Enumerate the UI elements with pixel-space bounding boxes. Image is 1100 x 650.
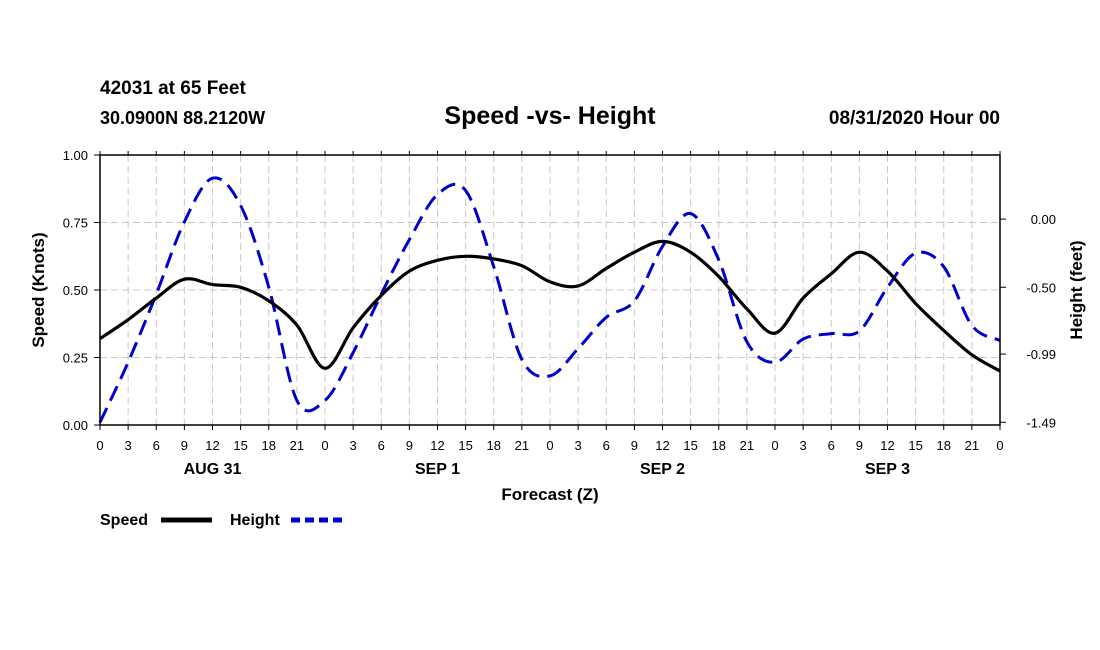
x-tick-label: 0 bbox=[546, 438, 553, 453]
grid bbox=[100, 155, 1000, 425]
height-series-line bbox=[98, 176, 1001, 423]
series-layer bbox=[98, 176, 1001, 423]
y-right-tick-label: -1.49 bbox=[1026, 415, 1056, 430]
day-label: AUG 31 bbox=[184, 461, 242, 478]
x-tick-label: 3 bbox=[125, 438, 132, 453]
x-tick-label: 6 bbox=[828, 438, 835, 453]
chart-title: Speed -vs- Height bbox=[444, 102, 656, 130]
y-right-tick-label: 0.00 bbox=[1031, 212, 1056, 227]
x-tick-label: 12 bbox=[430, 438, 444, 453]
day-label: SEP 1 bbox=[415, 461, 460, 478]
x-tick-label: 18 bbox=[937, 438, 951, 453]
x-tick-label: 15 bbox=[683, 438, 697, 453]
x-tick-label: 0 bbox=[96, 438, 103, 453]
x-tick-label: 6 bbox=[378, 438, 385, 453]
x-tick-label: 18 bbox=[712, 438, 726, 453]
x-tick-label: 0 bbox=[321, 438, 328, 453]
y-axis-right-title: Height (feet) bbox=[1067, 240, 1086, 339]
y-left-tick-label: 0.50 bbox=[63, 283, 88, 298]
x-tick-label: 9 bbox=[856, 438, 863, 453]
axes: 0 3 6 9 12 15 18 21 0 3 6 9 12 15 18 21 0 3 6 9 12 15 18 21 0 3 6 9… bbox=[63, 148, 1056, 478]
y-left-tick-label: 0.75 bbox=[63, 216, 88, 231]
x-tick-label: 12 bbox=[880, 438, 894, 453]
x-tick-label: 15 bbox=[233, 438, 247, 453]
legend-height-label: Height bbox=[230, 512, 280, 529]
x-tick-label: 21 bbox=[965, 438, 979, 453]
x-tick-label: 0 bbox=[771, 438, 778, 453]
x-tick-label: 3 bbox=[800, 438, 807, 453]
x-tick-label: 18 bbox=[262, 438, 276, 453]
y-axis-left-title: Speed (Knots) bbox=[29, 232, 48, 347]
x-axis-title: Forecast (Z) bbox=[501, 485, 598, 504]
station-label: 42031 at 65 Feet bbox=[100, 78, 246, 99]
y-left-tick-label: 0.25 bbox=[63, 351, 88, 366]
y-left-tick-label: 1.00 bbox=[63, 148, 88, 163]
day-label: SEP 2 bbox=[640, 461, 685, 478]
x-tick-label: 3 bbox=[575, 438, 582, 453]
x-tick-label: 21 bbox=[290, 438, 304, 453]
y-left-tick-label: 0.00 bbox=[63, 418, 88, 433]
legend-speed-label: Speed bbox=[100, 512, 148, 529]
x-tick-label: 0 bbox=[996, 438, 1003, 453]
x-tick-label: 12 bbox=[655, 438, 669, 453]
y-right-tick-label: -0.50 bbox=[1026, 280, 1056, 295]
location-label: 30.0900N 88.2120W bbox=[100, 108, 265, 128]
x-tick-label: 6 bbox=[603, 438, 610, 453]
x-tick-label: 3 bbox=[350, 438, 357, 453]
speed-series-line bbox=[99, 239, 1001, 373]
x-tick-label: 9 bbox=[406, 438, 413, 453]
x-tick-label: 15 bbox=[908, 438, 922, 453]
x-tick-label: 9 bbox=[181, 438, 188, 453]
x-tick-label: 9 bbox=[631, 438, 638, 453]
x-tick-label: 18 bbox=[487, 438, 501, 453]
x-tick-label: 21 bbox=[740, 438, 754, 453]
datetime-label: 08/31/2020 Hour 00 bbox=[829, 108, 1000, 129]
legend: Speed Height bbox=[100, 512, 342, 529]
x-tick-label: 6 bbox=[153, 438, 160, 453]
y-right-tick-label: -0.99 bbox=[1026, 347, 1056, 362]
x-tick-label: 12 bbox=[205, 438, 219, 453]
day-label: SEP 3 bbox=[865, 461, 910, 478]
x-tick-label: 21 bbox=[515, 438, 529, 453]
x-tick-label: 15 bbox=[458, 438, 472, 453]
